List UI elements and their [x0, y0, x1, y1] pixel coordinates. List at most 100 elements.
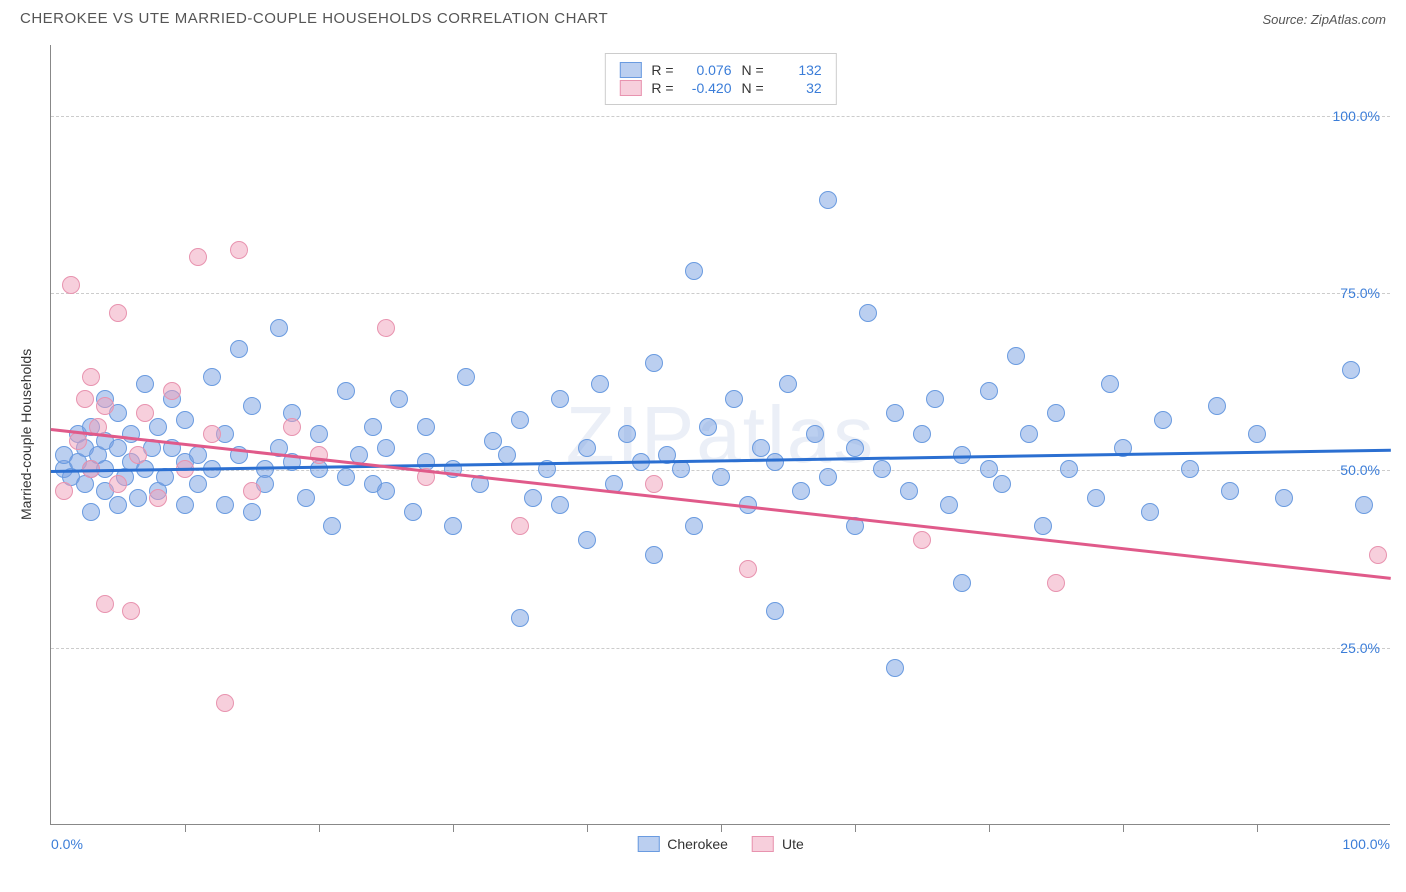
legend-swatch [619, 62, 641, 78]
data-point [390, 390, 408, 408]
data-point [55, 482, 73, 500]
data-point [163, 382, 181, 400]
data-point [136, 375, 154, 393]
data-point [940, 496, 958, 514]
data-point [645, 546, 663, 564]
x-tick [453, 824, 454, 832]
data-point [511, 411, 529, 429]
data-point [1248, 425, 1266, 443]
data-point [136, 404, 154, 422]
x-axis-max-label: 100.0% [1343, 836, 1390, 852]
stat-value-n: 132 [774, 62, 822, 78]
data-point [766, 453, 784, 471]
data-point [846, 439, 864, 457]
data-point [1047, 404, 1065, 422]
plot-area: ZIPatlas R =0.076N =132R =-0.420N =32 0.… [50, 45, 1390, 825]
stats-row: R =-0.420N =32 [619, 80, 821, 96]
data-point [725, 390, 743, 408]
data-point [699, 418, 717, 436]
x-tick [1123, 824, 1124, 832]
data-point [779, 375, 797, 393]
data-point [1060, 460, 1078, 478]
data-point [243, 482, 261, 500]
y-tick-label: 25.0% [1340, 640, 1380, 656]
stats-box: R =0.076N =132R = -0.420 N = 32 [604, 53, 836, 105]
data-point [484, 432, 502, 450]
data-point [129, 489, 147, 507]
data-point [82, 503, 100, 521]
data-point [270, 319, 288, 337]
data-point [1020, 425, 1038, 443]
y-tick-label: 100.0% [1333, 108, 1380, 124]
data-point [1047, 574, 1065, 592]
data-point [685, 517, 703, 535]
data-point [1208, 397, 1226, 415]
data-point [524, 489, 542, 507]
data-point [109, 304, 127, 322]
x-tick [319, 824, 320, 832]
data-point [953, 574, 971, 592]
legend-swatch [619, 80, 641, 96]
data-point [859, 304, 877, 322]
stats-row: R =0.076N =132 [619, 62, 821, 78]
data-point [498, 446, 516, 464]
legend-item: Ute [752, 836, 804, 852]
data-point [230, 241, 248, 259]
x-tick [587, 824, 588, 832]
data-point [122, 425, 140, 443]
data-point [873, 460, 891, 478]
gridline-h [51, 293, 1390, 294]
data-point [377, 482, 395, 500]
data-point [310, 446, 328, 464]
x-tick [989, 824, 990, 832]
data-point [618, 425, 636, 443]
data-point [1154, 411, 1172, 429]
data-point [62, 276, 80, 294]
data-point [129, 446, 147, 464]
y-tick-label: 75.0% [1340, 285, 1380, 301]
stat-label-r: R = [651, 62, 673, 78]
data-point [69, 432, 87, 450]
x-tick [855, 824, 856, 832]
data-point [323, 517, 341, 535]
data-point [189, 248, 207, 266]
data-point [337, 468, 355, 486]
data-point [283, 418, 301, 436]
data-point [243, 397, 261, 415]
data-point [109, 496, 127, 514]
data-point [900, 482, 918, 500]
data-point [739, 560, 757, 578]
data-point [377, 319, 395, 337]
stat-label-n: N = [742, 80, 764, 96]
data-point [645, 354, 663, 372]
data-point [82, 368, 100, 386]
legend: Cherokee Ute [637, 836, 804, 852]
data-point [819, 191, 837, 209]
data-point [1141, 503, 1159, 521]
x-tick [1257, 824, 1258, 832]
stat-value-n: 32 [774, 80, 822, 96]
data-point [149, 489, 167, 507]
data-point [1007, 347, 1025, 365]
data-point [511, 609, 529, 627]
legend-item: Cherokee [637, 836, 728, 852]
data-point [886, 404, 904, 422]
stat-value-r: -0.420 [684, 80, 732, 96]
data-point [819, 468, 837, 486]
legend-swatch [752, 836, 774, 852]
data-point [1221, 482, 1239, 500]
data-point [216, 694, 234, 712]
x-axis-min-label: 0.0% [51, 836, 83, 852]
data-point [189, 446, 207, 464]
data-point [766, 602, 784, 620]
y-axis-title: Married-couple Households [18, 349, 34, 520]
data-point [109, 439, 127, 457]
data-point [216, 496, 234, 514]
data-point [685, 262, 703, 280]
data-point [122, 602, 140, 620]
data-point [980, 382, 998, 400]
y-tick-label: 50.0% [1340, 462, 1380, 478]
data-point [1342, 361, 1360, 379]
data-point [1034, 517, 1052, 535]
data-point [913, 425, 931, 443]
